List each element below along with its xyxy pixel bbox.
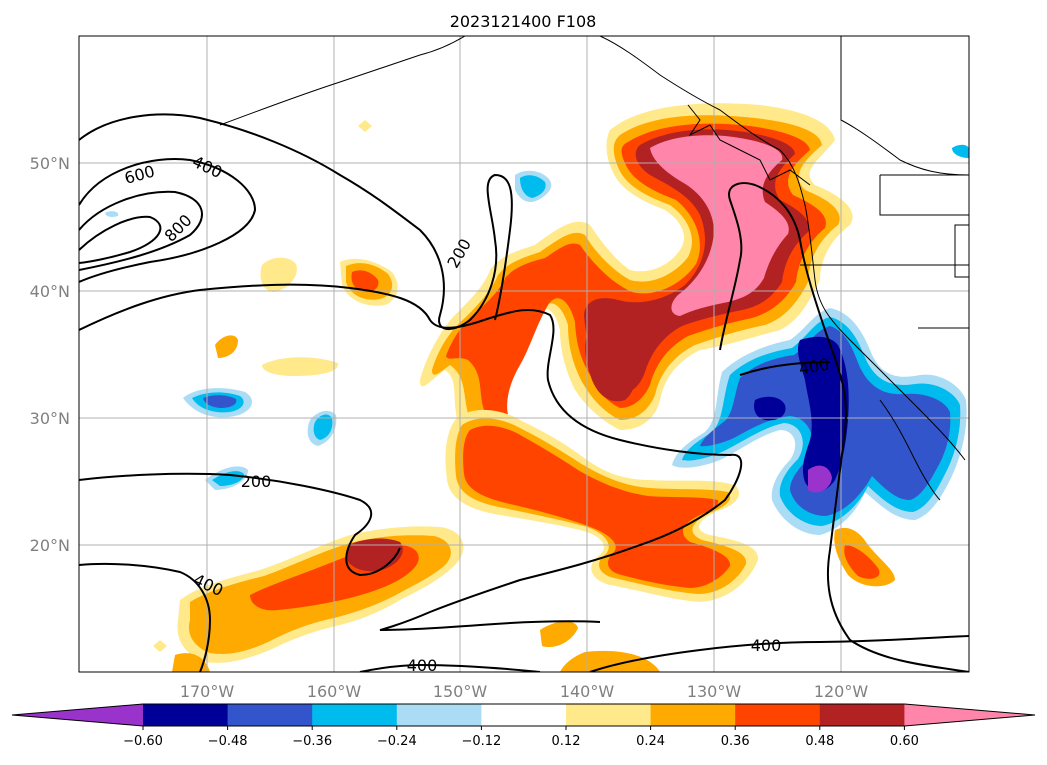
colorbar-extend-high: [904, 704, 1035, 726]
colorbar-tick-label: 0.36: [721, 734, 750, 749]
colorbar-tick-label: −0.12: [461, 734, 501, 749]
figure-title: 2023121400 F108: [450, 12, 597, 31]
lat-label-30n: 30°N: [30, 409, 70, 428]
lat-label-20n: 20°N: [30, 536, 70, 555]
colorbar-segment: [650, 704, 736, 726]
map-frame: [78, 35, 970, 673]
colorbar-tick-label: −0.24: [377, 734, 417, 749]
contour-label: 400: [751, 636, 782, 655]
colorbar-segment: [227, 704, 313, 726]
colorbar-segment: [396, 704, 482, 726]
contour-label: 400: [407, 656, 438, 675]
lon-label-160w: 160°W: [307, 682, 362, 701]
colorbar-tick-label: 0.24: [636, 734, 665, 749]
map-area: 400 600 800 200 400 200 400 400 400: [79, 36, 969, 675]
longitude-labels: 170°W 160°W 150°W 140°W 130°W 120°W: [180, 682, 869, 701]
lat-label-50n: 50°N: [30, 154, 70, 173]
lat-label-40n: 40°N: [30, 282, 70, 301]
colorbar-tick-label: 0.60: [890, 734, 919, 749]
colorbar-segment: [566, 704, 652, 726]
lon-label-170w: 170°W: [180, 682, 235, 701]
gridlines: [79, 36, 969, 672]
colorbar-segment: [143, 704, 229, 726]
colorbar-tick-label: −0.60: [123, 734, 163, 749]
lon-label-140w: 140°W: [560, 682, 615, 701]
latitude-labels: 50°N 40°N 30°N 20°N: [30, 154, 70, 555]
colorbar-tick-label: 0.12: [552, 734, 581, 749]
lon-label-130w: 130°W: [687, 682, 742, 701]
coastlines: [219, 36, 969, 501]
colorbar-extend-low: [12, 704, 143, 726]
colorbar-tick-label: 0.48: [805, 734, 834, 749]
colorbar-segment: [481, 704, 567, 726]
negative-anomaly-fills: [105, 144, 969, 535]
colorbar-tick-label: −0.48: [208, 734, 248, 749]
colorbar-tick-label: −0.36: [292, 734, 332, 749]
colorbar-segment: [735, 704, 821, 726]
lon-label-150w: 150°W: [433, 682, 488, 701]
contour-label: 200: [241, 472, 272, 491]
lon-label-120w: 120°W: [814, 682, 869, 701]
colorbar: −0.60 −0.48 −0.36 −0.24 −0.12 0.12 0.24 0.36 0.4…: [11, 703, 1036, 749]
colorbar-segment: [819, 704, 905, 726]
contour-lines: [79, 113, 969, 672]
colorbar-segment: [312, 704, 398, 726]
